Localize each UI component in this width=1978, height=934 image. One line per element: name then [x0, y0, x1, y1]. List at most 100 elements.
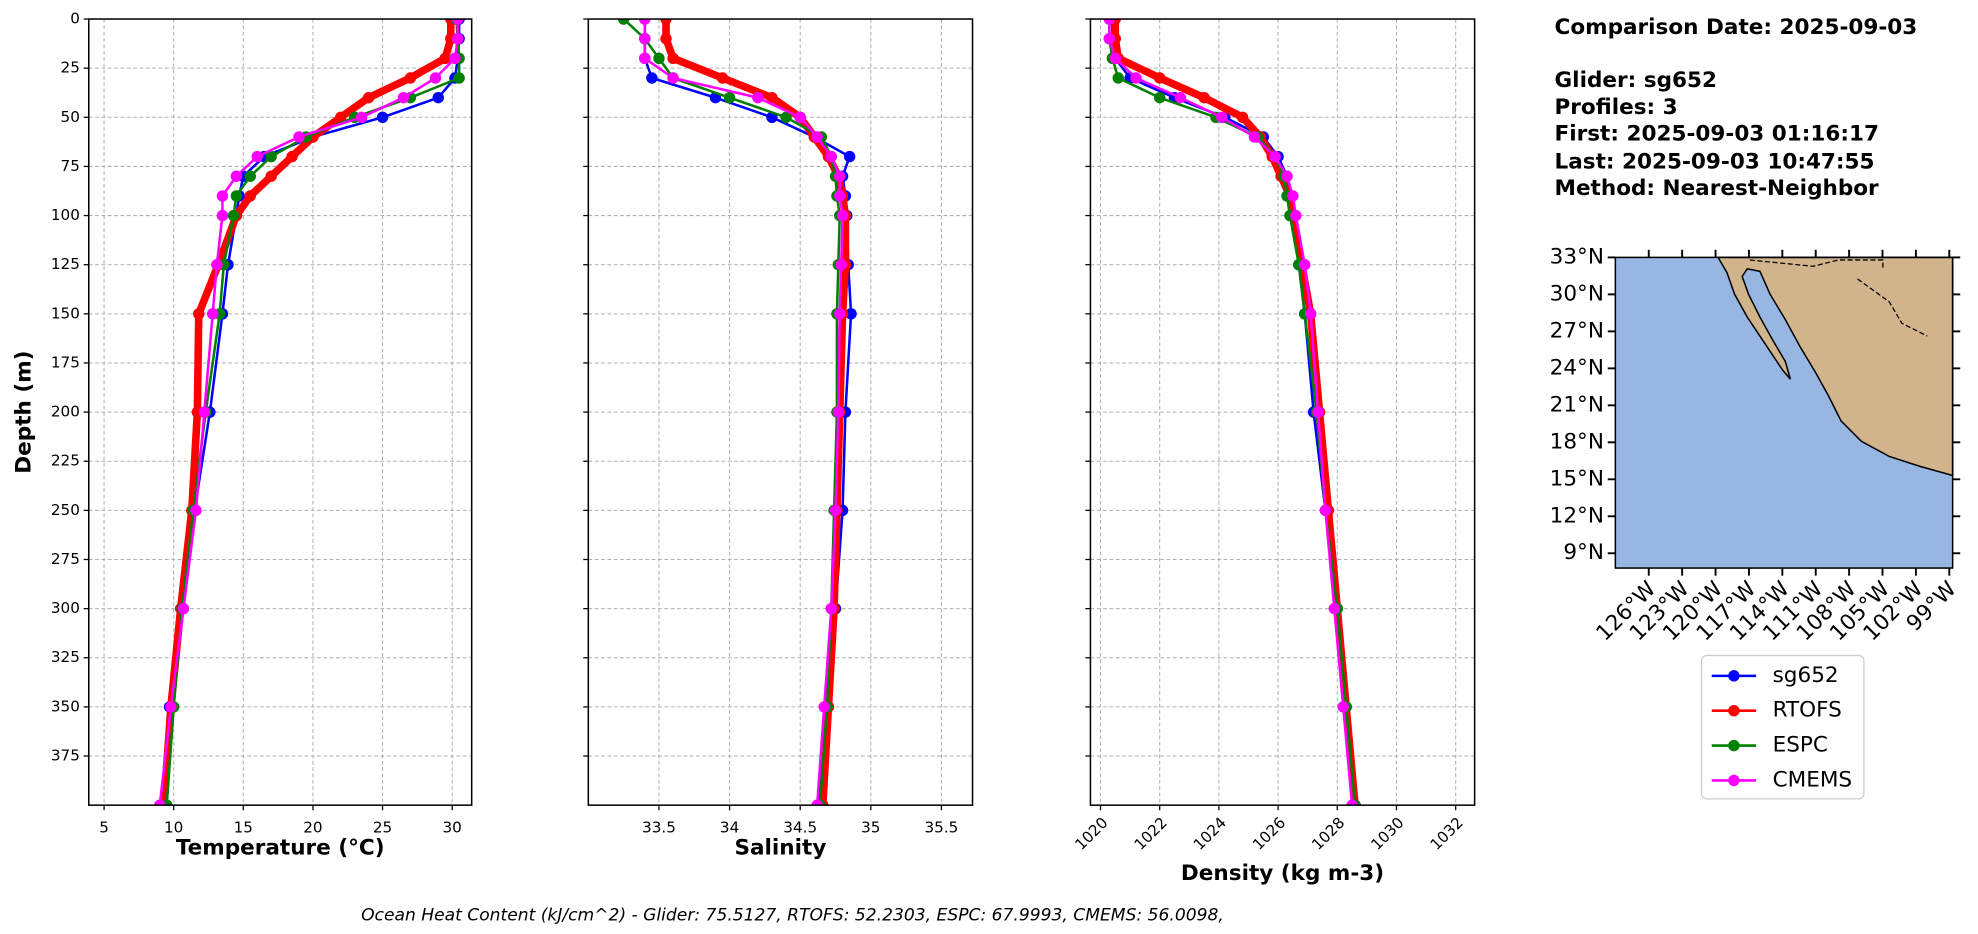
map-y-tick-label: 27°N — [1550, 318, 1604, 343]
profile-point — [1328, 602, 1341, 615]
profile-point — [617, 19, 630, 25]
profile-point — [667, 52, 679, 65]
x-tick-label: 25 — [373, 818, 392, 836]
x-tick-label: 20 — [303, 818, 322, 836]
info-first: First: 2025-09-03 01:16:17 — [1555, 121, 1880, 146]
map-y-tick-label: 21°N — [1550, 392, 1604, 417]
profile-point — [265, 150, 277, 163]
profile-point — [452, 32, 464, 45]
y-tick-label: 200 — [51, 403, 80, 421]
profile-point — [190, 504, 202, 517]
profile-point — [165, 701, 177, 713]
y-tick-label: 300 — [51, 599, 80, 617]
legend-marker — [1728, 704, 1740, 717]
profile-point — [1337, 701, 1349, 713]
profile-point — [653, 52, 665, 65]
profile-point — [251, 150, 263, 163]
profile-point — [780, 111, 792, 124]
profile-point — [1287, 190, 1299, 202]
profile-point — [397, 91, 410, 104]
x-tick-label: 1026 — [1249, 814, 1289, 854]
x-tick-label: 1032 — [1427, 814, 1467, 854]
profile-point — [404, 72, 417, 84]
profile-point — [230, 170, 243, 182]
y-tick-label: 225 — [51, 452, 80, 470]
y-tick-label: 100 — [51, 206, 80, 224]
map-y-tick-label: 12°N — [1550, 503, 1604, 528]
x-axis-label: Temperature (°C) — [176, 836, 385, 861]
legend-label: CMEMS — [1773, 767, 1853, 792]
x-tick-label: 1020 — [1071, 814, 1111, 854]
profile-point — [1304, 308, 1317, 320]
profile-point — [843, 150, 856, 163]
map-y-tick-label: 24°N — [1550, 355, 1604, 380]
x-tick-label: 5 — [99, 818, 109, 836]
profile-point — [646, 72, 658, 84]
axes-frame — [87, 18, 473, 806]
profile-point — [1174, 91, 1187, 104]
profile-point — [265, 170, 277, 182]
profile-point — [1109, 52, 1122, 65]
y-tick-label: 325 — [51, 648, 80, 666]
profile-point — [1236, 111, 1249, 124]
legend — [1700, 654, 1865, 800]
info-glider: Glider: sg652 — [1555, 68, 1717, 93]
profile-line — [160, 19, 455, 806]
y-tick-label: 0 — [70, 10, 80, 28]
x-tick-label: 33.5 — [642, 818, 676, 836]
profile-point — [1216, 111, 1228, 124]
y-axis-label: Depth (m) — [11, 350, 36, 473]
profile-point — [293, 131, 305, 143]
profile-point — [1103, 19, 1116, 25]
profile-point — [376, 111, 389, 124]
profile-point — [230, 190, 243, 202]
footnote: Ocean Heat Content (kJ/cm^2) - Glider: 7… — [361, 906, 1224, 926]
x-tick-label: 30 — [443, 818, 462, 836]
profile-line — [643, 19, 844, 806]
profile-point — [1103, 32, 1116, 45]
legend-label: sg652 — [1773, 663, 1839, 688]
profile-point — [1319, 504, 1332, 517]
profile-point — [639, 52, 651, 65]
x-tick-label: 35.5 — [925, 818, 959, 836]
profile-point — [432, 91, 444, 104]
info-profiles: Profiles: 3 — [1555, 95, 1678, 120]
profile-point — [227, 209, 240, 222]
profile-point — [452, 19, 464, 25]
profile-point — [198, 406, 211, 418]
profile-point — [193, 308, 205, 320]
legend-marker — [1728, 670, 1740, 682]
profile-point — [829, 504, 842, 517]
profile-point — [1299, 258, 1311, 271]
profile-point — [752, 91, 764, 104]
legend-marker — [1728, 774, 1740, 787]
axes-frame — [587, 18, 974, 806]
profile-point — [216, 190, 229, 202]
profile-point — [811, 131, 823, 143]
axes-frame — [1089, 18, 1476, 806]
profile-point — [834, 308, 846, 320]
profile-point — [716, 72, 729, 84]
profile-point — [1248, 131, 1261, 143]
y-tick-label: 350 — [51, 697, 80, 715]
profile-point — [832, 406, 845, 418]
profile-point — [1346, 799, 1358, 806]
profile-point — [723, 91, 736, 104]
profile-point — [335, 111, 347, 124]
profile-point — [660, 32, 672, 45]
map-y-tick-label: 15°N — [1550, 466, 1604, 491]
profile-point — [362, 91, 375, 104]
profile-point — [794, 111, 806, 124]
profile-point — [1281, 170, 1293, 182]
y-tick-label: 250 — [51, 501, 80, 519]
profile-point — [667, 72, 679, 84]
y-tick-label: 75 — [61, 157, 80, 175]
info-method: Method: Nearest-Neighbor — [1555, 176, 1880, 201]
legend-label: ESPC — [1773, 733, 1828, 758]
x-tick-label: 1028 — [1308, 814, 1348, 854]
profile-point — [244, 190, 256, 202]
profile-point — [1312, 406, 1324, 418]
profile-point — [836, 209, 849, 222]
x-tick-label: 34 — [720, 818, 739, 836]
